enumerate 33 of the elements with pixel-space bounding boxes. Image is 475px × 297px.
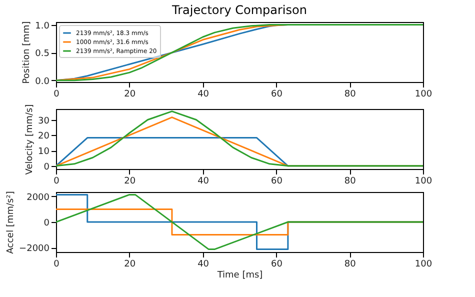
- y-tick-label: 20: [38, 132, 50, 142]
- y-axis-title: Velocity [mm/s]: [25, 104, 36, 175]
- x-tick-label: 100: [414, 90, 432, 100]
- chart-title: Trajectory Comparison: [171, 2, 307, 17]
- x-axis-title: Time [ms]: [216, 270, 263, 280]
- y-tick-label: 1.0: [35, 21, 50, 32]
- y-tick-label: 10: [38, 147, 50, 158]
- x-tick-label: 80: [344, 176, 356, 186]
- x-tick-label: 60: [270, 260, 283, 270]
- y-tick-label: −2000: [19, 244, 50, 254]
- y-axis-title: Accel [mm/s²]: [6, 191, 16, 254]
- x-tick-label: 0: [54, 90, 60, 100]
- y-tick-label: 2000: [26, 192, 50, 203]
- x-tick-label: 60: [270, 176, 283, 186]
- y-tick-label: 0: [44, 218, 50, 228]
- y-tick-label: 30: [38, 116, 50, 126]
- x-tick-label: 60: [270, 90, 283, 100]
- x-tick-label: 40: [198, 176, 210, 186]
- y-axis-title: Position [mm]: [22, 21, 32, 84]
- x-tick-label: 80: [344, 90, 356, 100]
- x-tick-label: 80: [344, 260, 356, 270]
- x-tick-label: 20: [124, 90, 136, 100]
- x-tick-label: 20: [124, 176, 136, 186]
- x-tick-label: 20: [124, 260, 136, 270]
- x-tick-label: 40: [198, 260, 210, 270]
- x-tick-label: 100: [414, 260, 432, 270]
- x-tick-label: 0: [54, 260, 60, 270]
- y-tick-label: 0: [44, 162, 50, 172]
- x-tick-label: 40: [198, 90, 210, 100]
- x-tick-label: 100: [414, 176, 432, 186]
- y-tick-label: 0.0: [35, 76, 50, 87]
- x-tick-label: 0: [54, 176, 60, 186]
- y-tick-label: 0.5: [35, 49, 50, 60]
